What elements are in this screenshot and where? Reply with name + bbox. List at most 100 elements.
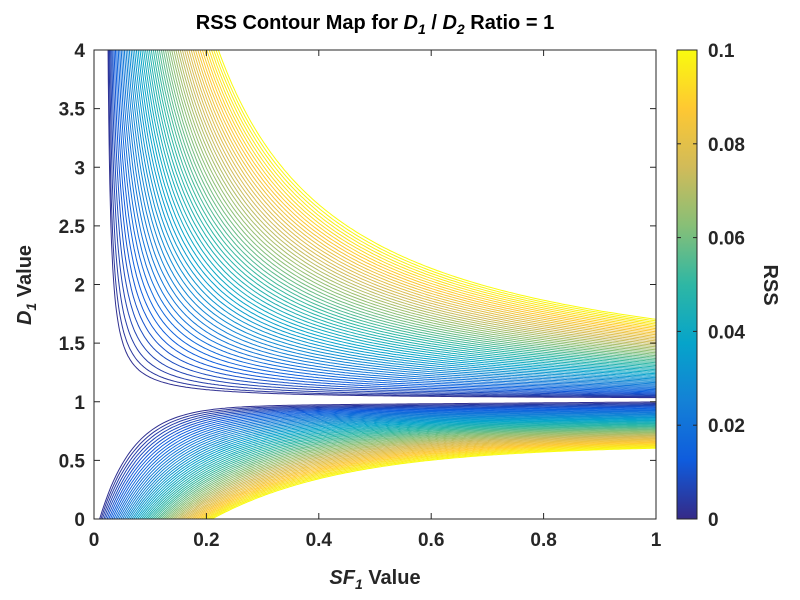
contour-line-lower [146,423,656,519]
contour-line-upper [179,50,656,346]
contour-line-lower [144,422,656,519]
contour-line-lower [211,447,656,519]
contour-line-upper [156,50,656,362]
contour-line-lower [156,427,656,519]
contour-line-lower [174,433,656,519]
contour-line-lower [150,424,656,519]
contour-line-lower [160,428,656,519]
contour-line-upper [145,50,656,371]
contour-line-upper [175,50,656,349]
contour-line-upper [111,50,656,396]
contour-line-upper [210,50,656,325]
contour-line-lower [162,429,656,519]
contour-line-lower [133,418,656,519]
contour-line-upper [195,50,656,336]
contour-line-lower [205,445,656,519]
contour-line-lower [166,430,656,519]
contour-line-upper [122,50,656,387]
contour-line-upper [184,50,656,343]
contour-line-upper [190,50,656,339]
contour-line-upper [148,50,656,368]
colorbar-ticks: 0 0.02 0.04 0.06 0.08 0.1 [677,41,745,531]
contour-line-lower [203,444,656,519]
y-tick-label: 3 [74,158,85,179]
contour-line-lower [193,440,656,519]
colorbar [676,49,698,520]
contour-line-upper [134,50,656,379]
contour-line-lower [152,425,656,519]
contour-line-upper [119,50,656,389]
contour-line-lower [137,419,656,519]
contour-line-lower [176,434,656,519]
y-tick-label: 0 [74,510,85,531]
contour-line-upper [123,50,656,386]
contour-line-lower [180,436,656,519]
contour-line-lower [116,411,656,519]
contour-line-lower [109,407,656,519]
contour-line-lower [131,417,656,519]
y-tick-label: 4 [74,41,85,62]
contour-line-lower [129,416,656,519]
contour-line-lower [158,427,656,519]
contour-line-lower [186,438,656,519]
contour-line-lower [184,437,656,519]
contour-line-upper [204,50,656,330]
contour-line-lower [191,439,656,519]
contour-line-lower [122,413,656,519]
contour-line-upper [192,50,656,337]
x-axis-label: SF1 Value [329,567,420,592]
contour-line-upper [137,50,656,376]
contour-line-upper [215,50,656,322]
contour-line-upper [208,50,656,327]
contour-line-upper [199,50,656,333]
contour-line-upper [162,50,656,358]
y-tick-label: 2 [74,276,85,297]
y-axis-label: D1 Value [14,245,39,325]
y-tick-label: 0.5 [59,451,86,472]
contour-line-lower [118,411,656,519]
contour-line-upper [108,50,656,398]
colorbar-label: RSS [759,264,781,305]
contour-line-lower [154,426,656,519]
x-tick-label: 1 [651,530,662,551]
contour-line-lower [195,441,656,519]
contour-line-upper [116,50,656,392]
contour-line-upper [125,50,656,385]
contour-line-lower [103,404,656,519]
contour-line-upper [132,50,656,380]
x-tick-label: 0.2 [193,530,219,551]
contour-line-lower [209,446,656,519]
y-axis: 0 0.5 1 1.5 2 2.5 3 3.5 4 [59,41,656,531]
contour-line-lower [168,431,656,519]
contour-line-upper [181,50,656,345]
contour-line-upper [150,50,656,366]
contour-line-lower [111,408,656,519]
contour-line-upper [143,50,656,372]
contour-line-upper [177,50,656,348]
contour-line-lower [106,406,656,519]
contour-line-upper [160,50,656,359]
contour-line-lower [101,403,656,519]
contour-line-upper [186,50,656,342]
contour-line-upper [206,50,656,328]
contour-line-lower [100,402,656,519]
contour-line-upper [164,50,656,357]
contour-line-upper [135,50,656,377]
contour-line-lower [164,430,656,519]
contour-line-upper [112,50,656,395]
contour-line-upper [152,50,656,365]
contour-line-upper [171,50,656,352]
contour-line-upper [139,50,656,375]
contour-line-upper [217,50,656,320]
contour-line-upper [114,50,656,393]
colorbar-tick-label: 0 [708,510,719,531]
x-tick-label: 0.8 [530,530,556,551]
colorbar-tick-label: 0.08 [708,135,745,156]
contour-line-lower [178,435,656,519]
contour-line-upper [113,50,656,394]
contour-line-upper [167,50,656,355]
contour-line-lower [125,415,656,519]
colorbar-tick-label: 0.04 [708,322,745,343]
